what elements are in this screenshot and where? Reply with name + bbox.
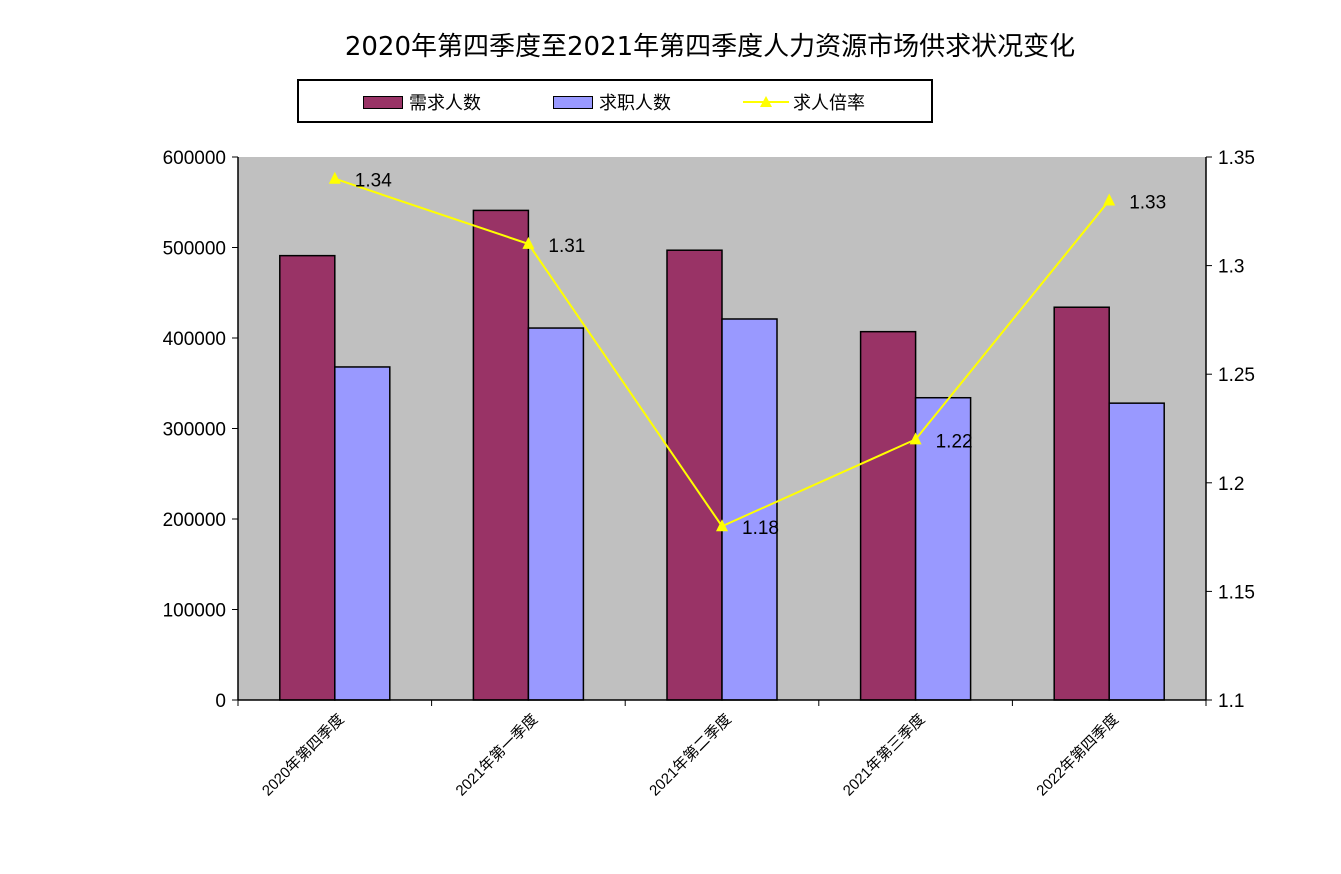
x-tick-label: 2021年第三季度 (839, 710, 928, 799)
x-tick-label: 2021年第一季度 (452, 710, 541, 799)
y-tick-label: 0 (215, 691, 226, 712)
legend-item-demand: 需求人数 (363, 90, 481, 114)
legend-swatch-demand (363, 95, 403, 109)
y-tick-label: 600000 (163, 148, 226, 169)
bar-seekers (1108, 402, 1165, 701)
ratio-data-label: 1.34 (355, 171, 392, 192)
ratio-marker (522, 236, 535, 249)
bar-seekers (721, 318, 778, 701)
ratio-data-label: 1.18 (742, 518, 779, 539)
legend-item-seekers: 求职人数 (553, 90, 671, 114)
ratio-marker (716, 519, 728, 532)
legend: 需求人数 求职人数 求人倍率 (297, 79, 933, 123)
x-tick-label: 2022年第四季度 (1033, 710, 1122, 799)
ratio-marker (1103, 193, 1116, 206)
bar-demand (666, 249, 723, 701)
ratio-marker (328, 171, 341, 184)
legend-label-ratio: 求人倍率 (793, 93, 865, 114)
ratio-data-label: 1.31 (548, 236, 585, 257)
y2-tick-label: 1.35 (1218, 148, 1255, 169)
x-tick-label: 2021年第二季度 (645, 710, 734, 799)
legend-label-demand: 需求人数 (409, 93, 481, 114)
x-tick-label: 2020年第四季度 (258, 710, 347, 799)
legend-swatch-ratio (743, 96, 789, 107)
y2-tick-label: 1.15 (1218, 582, 1255, 603)
y2-tick-label: 1.3 (1218, 257, 1244, 278)
y-tick-label: 500000 (163, 239, 226, 260)
bar-demand (279, 254, 336, 701)
bar-seekers (334, 366, 391, 701)
bar-demand (859, 330, 917, 701)
legend-item-ratio: 求人倍率 (743, 90, 865, 114)
bar-demand (472, 209, 530, 701)
ratio-data-label: 1.33 (1129, 192, 1166, 213)
y2-tick-label: 1.2 (1218, 474, 1244, 495)
y-tick-label: 400000 (163, 329, 226, 350)
y2-tick-label: 1.1 (1218, 691, 1244, 712)
bar-seekers (914, 396, 972, 701)
legend-swatch-seekers (553, 95, 593, 109)
ratio-marker (909, 432, 922, 445)
ratio-data-label: 1.22 (936, 431, 973, 452)
y-tick-label: 100000 (163, 601, 226, 622)
y2-tick-label: 1.25 (1218, 365, 1255, 386)
chart-title: 2020年第四季度至2021年第四季度人力资源市场供求状况变化 (344, 32, 1076, 62)
bar-seekers (527, 327, 585, 701)
legend-label-seekers: 求职人数 (599, 93, 671, 114)
y-tick-label: 300000 (163, 420, 226, 441)
bar-demand (1053, 306, 1110, 701)
y-tick-label: 200000 (163, 510, 226, 531)
